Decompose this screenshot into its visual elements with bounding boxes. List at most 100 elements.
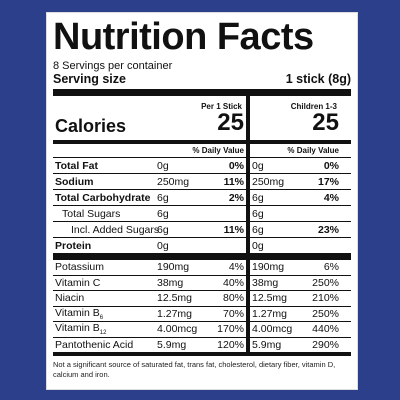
col2-amount: 4.00mcg: [252, 323, 293, 336]
vitamin-name: Vitamin B6: [53, 307, 155, 321]
divider-thick: [53, 253, 351, 260]
column-separator: [246, 222, 250, 237]
servings-per-container: 8 Servings per container: [53, 60, 173, 72]
vitamin-name: Potassium: [53, 261, 155, 273]
col1-percent: 4%: [228, 261, 244, 274]
divider-thick: [53, 89, 351, 96]
column-separator: [246, 260, 250, 275]
col2-percent: 440%: [312, 323, 339, 336]
vitamin-name-text: Pantothenic Acid: [55, 338, 134, 351]
col2-amount: 6g: [252, 223, 264, 236]
col1-percent: 0%: [228, 159, 244, 172]
vitamin-name-text: Vitamin C: [55, 276, 101, 289]
column-separator: [246, 190, 250, 205]
col2-percent: 17%: [317, 175, 339, 188]
vitamin-subscript: 12: [99, 330, 107, 337]
col2-amount: 6g: [252, 207, 264, 220]
col1-percent: 2%: [228, 191, 244, 204]
nutrient-row: Sodium 250mg 11% 250mg 17%: [53, 173, 351, 189]
col1-calories: Per 1 Stick 25: [155, 102, 246, 135]
col2-daily-value-label: % Daily Value: [287, 146, 339, 155]
vitamin-name: Vitamin C: [53, 277, 155, 289]
nutrient-row: Total Fat 0g 0% 0g 0%: [53, 158, 351, 173]
column-separator: [246, 275, 250, 290]
col2-percent: 290%: [312, 338, 339, 351]
vitamin-subscript: 6: [99, 314, 104, 321]
vitamin-name: Vitamin B12: [53, 322, 155, 336]
col1-amount: 6g: [157, 207, 169, 220]
nutrient-row: Incl. Added Sugars 6g 11% 6g 23%: [53, 221, 351, 237]
col1-calories-value: 25: [217, 108, 244, 136]
vitamin-name: Niacin: [53, 292, 155, 304]
col1-amount: 1.27mg: [157, 307, 193, 320]
col1-percent: 80%: [222, 292, 244, 305]
col2-percent: 210%: [312, 292, 339, 305]
col2-amount: 0g: [252, 239, 264, 252]
col2-header: Children 1-3: [290, 101, 337, 111]
col2-amount: 1.27mg: [252, 307, 288, 320]
column-separator: [246, 144, 250, 157]
column-separator: [246, 291, 250, 306]
vitamin-name-text: Potassium: [55, 261, 105, 274]
col1-amount: 0g: [157, 239, 169, 252]
vitamin-row: Niacin 12.5mg 80% 12.5mg 210%: [53, 290, 351, 306]
vitamin-name-text: Vitamin B: [55, 322, 100, 335]
footnote: Not a significant source of saturated fa…: [53, 360, 336, 379]
col2-amount: 190mg: [252, 261, 285, 274]
col1-amount: 12.5mg: [157, 292, 193, 305]
col2-percent: 23%: [317, 223, 339, 236]
col2-calories-value: 25: [312, 108, 339, 136]
col1-daily-value-label: % Daily Value: [192, 146, 244, 155]
col2-percent: 250%: [312, 276, 339, 289]
col1-percent: 40%: [222, 276, 244, 289]
column-separator: [246, 174, 250, 189]
vitamin-row: Pantothenic Acid 5.9mg 120% 5.9mg 290%: [53, 336, 351, 352]
column-separator: [246, 238, 250, 253]
col1-amount: 6g: [157, 223, 169, 236]
column-separator: [246, 337, 250, 352]
column-separator: [246, 158, 250, 173]
daily-value-header-row: % Daily Value % Daily Value: [53, 144, 351, 157]
vitamin-row: Vitamin B6 1.27mg 70% 1.27mg 250%: [53, 305, 351, 321]
col1-amount: 5.9mg: [157, 338, 187, 351]
column-separator: [246, 306, 250, 321]
nutrient-name: Incl. Added Sugars: [71, 223, 160, 236]
vitamin-name: Pantothenic Acid: [53, 339, 155, 351]
label-title: Nutrition Facts: [53, 16, 314, 58]
vitamin-row: Vitamin B12 4.00mcg 170% 4.00mcg 440%: [53, 321, 351, 337]
nutrient-name: Protein: [55, 239, 92, 252]
col2-amount: 250mg: [252, 175, 285, 188]
col1-percent: 120%: [217, 338, 244, 351]
col1-percent: 70%: [222, 307, 244, 320]
serving-size-row: Serving size 1 stick (8g): [53, 72, 351, 86]
col1-amount: 250mg: [157, 175, 190, 188]
vitamin-row: Vitamin C 38mg 40% 38mg 250%: [53, 274, 351, 290]
nutrition-label: Nutrition Facts 8 Servings per container…: [53, 17, 351, 379]
col1-header: Per 1 Stick: [201, 101, 242, 111]
nutrient-name: Total Sugars: [62, 207, 121, 220]
serving-size-label: Serving size: [53, 72, 126, 86]
col1-amount: 38mg: [157, 276, 184, 289]
col1-amount: 0g: [157, 159, 169, 172]
nutrient-name: Total Carbohydrate: [55, 191, 151, 204]
col2-percent: 250%: [312, 307, 339, 320]
vitamin-rows: Potassium 190mg 4% 190mg 6% Vitamin C 38mg 40% 3…: [53, 260, 351, 352]
column-separator: [246, 206, 250, 221]
col2-amount: 6g: [252, 191, 264, 204]
col2-amount: 0g: [252, 159, 264, 172]
col1-percent: 170%: [217, 323, 244, 336]
serving-size-value: 1 stick (8g): [285, 72, 351, 86]
col2-calories: Children 1-3 25: [250, 102, 341, 135]
col2-amount: 5.9mg: [252, 338, 282, 351]
vitamin-name-text: Vitamin B: [55, 306, 100, 319]
vitamin-row: Potassium 190mg 4% 190mg 6%: [53, 260, 351, 275]
nutrient-grid: Calories Per 1 Stick 25 Children 1-3 25 …: [53, 96, 351, 356]
col1-amount: 6g: [157, 191, 169, 204]
col2-amount: 12.5mg: [252, 292, 288, 305]
nutrient-name: Sodium: [55, 175, 94, 188]
column-separator: [246, 322, 250, 337]
nutrient-rows: Total Fat 0g 0% 0g 0% Sodium 250mg 11% 250mg 17% T…: [53, 158, 351, 253]
nutrient-row: Protein 0g 0g: [53, 237, 351, 253]
col1-amount: 4.00mcg: [157, 323, 198, 336]
nutrition-label-panel: Nutrition Facts 8 Servings per container…: [46, 12, 358, 390]
